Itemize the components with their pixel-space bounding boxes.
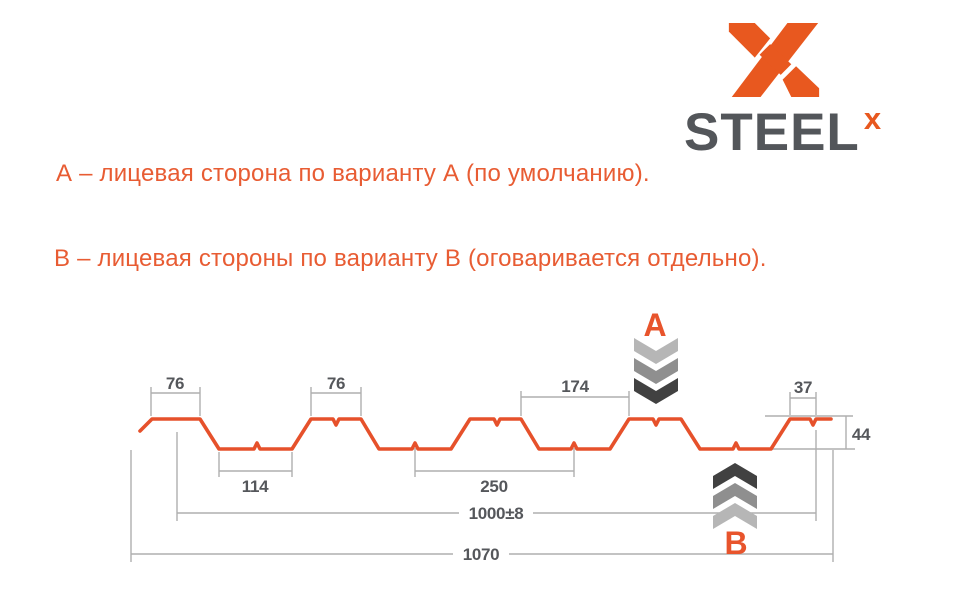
brand-wordmark: STEEL x [684,101,881,163]
brand-logo: STEEL x [684,18,914,162]
chevron-down-icon [634,338,678,364]
dim-edge-flat: 37 [794,378,812,397]
note-variant-a: А – лицевая сторона по варианту А (по ум… [56,160,650,187]
chevron-down-icon [634,358,678,384]
chevron-up-icon [713,503,757,529]
dim-rib-pitch: 250 [480,477,507,496]
chevron-up-icon [713,463,757,489]
dim-height: 44 [852,425,871,444]
dim-overall-width: 1070 [463,545,500,564]
steelx-x-icon [728,23,820,97]
brand-name: STEEL [684,103,860,162]
chevron-up-icon [713,483,757,509]
x-icon-center-bar [759,44,792,75]
chevron-down-icon [634,378,678,404]
sheet-profile-outline [138,417,833,451]
note-variant-b: В – лицевая стороны по варианту В (огова… [54,245,767,272]
marker-side-a: А [643,307,666,343]
dim-crest-top-2: 76 [327,374,345,393]
brand-mark-x: x [863,101,882,136]
marker-side-b: В [724,525,747,561]
side-a-arrow [634,338,678,404]
dim-working-width: 1000±8 [469,504,524,523]
x-icon-top-left-arm [728,23,771,58]
x-icon-bottom-right-arm [782,66,820,97]
side-b-arrow [713,463,757,529]
dim-crest-top-1: 76 [166,374,184,393]
dimension-lines [130,387,855,562]
dim-trough-bottom: 114 [242,477,269,496]
dim-crest-gap: 174 [561,377,589,396]
